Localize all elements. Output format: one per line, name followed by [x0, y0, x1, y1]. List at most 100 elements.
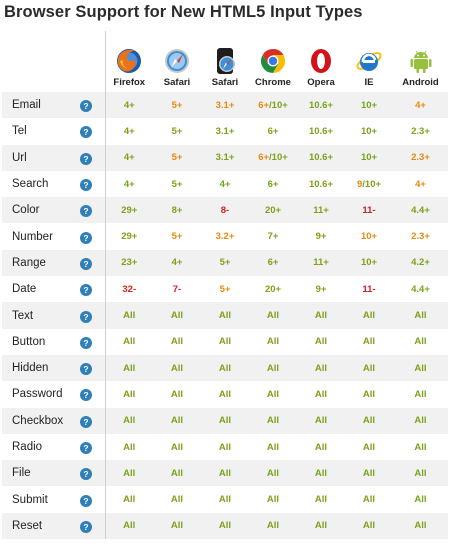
support-value: All [266, 520, 280, 532]
support-cell: All [105, 381, 153, 408]
support-value: All [123, 494, 136, 506]
support-value: All [123, 336, 136, 348]
support-cell: All [153, 407, 201, 434]
help-icon[interactable]: ? [80, 494, 92, 507]
support-cell: 8- [201, 197, 249, 224]
help-icon[interactable]: ? [80, 257, 92, 270]
support-value: All [314, 467, 328, 479]
help-icon[interactable]: ? [80, 415, 92, 428]
support-cell: 9/10+ [345, 170, 393, 198]
support-cell: 23+ [105, 249, 153, 277]
support-cell: 7- [153, 276, 201, 303]
support-value: 4.4+ [411, 204, 430, 216]
support-cell: All [201, 354, 249, 382]
support-cell: All [297, 302, 345, 329]
help-icon[interactable]: ? [80, 442, 92, 454]
table-row: Password? All All All All All All All [2, 381, 448, 408]
support-value: All [170, 441, 184, 453]
support-value: 4+ [415, 178, 426, 190]
browser-col-ie: IE [345, 31, 393, 92]
table-row: Email? 4+ 5+ 3.1+ 6+/10+ 10.6+ 10+ 4+ [2, 92, 448, 119]
help-icon[interactable]: ? [80, 152, 92, 165]
support-value: 3.1+ [215, 152, 235, 164]
support-value: All [123, 362, 136, 374]
browser-col-chrome: Chrome [249, 31, 297, 92]
help-icon[interactable]: ? [80, 468, 92, 481]
support-cell: 10+ [345, 144, 393, 171]
browser-col-android: Android [393, 31, 448, 92]
support-value: All [123, 441, 136, 453]
help-cell: ? [80, 276, 106, 303]
browser-name: Firefox [113, 77, 146, 88]
help-cell: ? [80, 460, 106, 487]
support-value: 8- [220, 204, 230, 216]
support-cell: 6+ [249, 249, 297, 277]
support-value: All [170, 310, 184, 322]
support-value: 11- [362, 283, 376, 295]
support-value: All [362, 467, 376, 479]
support-value: 20+ [264, 204, 282, 216]
support-cell: All [297, 512, 345, 540]
support-value: All [170, 415, 184, 427]
support-cell: All [393, 486, 448, 513]
support-value: All [218, 336, 232, 348]
support-cell: 4.2+ [393, 249, 448, 277]
support-value: 5+ [171, 125, 183, 137]
support-cell: 4+ [201, 170, 249, 198]
support-cell: 10.6+ [297, 170, 345, 198]
support-value: All [414, 310, 427, 322]
help-cell: ? [80, 407, 106, 434]
support-cell: All [297, 433, 345, 461]
help-icon[interactable]: ? [80, 284, 92, 297]
support-value: 2.3+ [411, 152, 430, 164]
support-value: 6+ [258, 152, 270, 164]
support-value: All [170, 362, 184, 374]
support-cell: 9+ [297, 223, 345, 250]
support-value: All [362, 336, 376, 348]
support-value: 4+ [123, 152, 135, 164]
support-cell: All [249, 354, 297, 382]
help-icon[interactable]: ? [80, 231, 92, 244]
support-cell: All [201, 486, 249, 513]
row-label: Url [2, 144, 80, 171]
support-cell: 5+ [153, 92, 201, 119]
support-cell: All [153, 512, 201, 540]
support-cell: All [153, 354, 201, 382]
help-icon[interactable]: ? [80, 100, 92, 113]
support-cell: 5+ [153, 118, 201, 145]
help-cell: ? [80, 354, 106, 382]
support-value: All [266, 336, 280, 348]
help-icon[interactable]: ? [80, 363, 92, 376]
help-icon[interactable]: ? [80, 336, 92, 349]
support-value: All [314, 336, 328, 348]
support-cell: All [105, 512, 153, 540]
help-icon[interactable]: ? [80, 205, 92, 218]
help-icon[interactable]: ? [80, 179, 92, 192]
page-title: Browser Support for New HTML5 Input Type… [4, 3, 363, 21]
support-value: All [170, 520, 184, 532]
help-icon[interactable]: ? [80, 389, 92, 402]
support-value: 10+ [360, 152, 378, 164]
help-icon[interactable]: ? [80, 310, 92, 323]
support-cell: All [249, 460, 297, 487]
support-value: All [314, 388, 328, 400]
browser-name: Safari [163, 77, 191, 88]
support-cell: All [201, 302, 249, 329]
support-value: 4+ [123, 99, 135, 111]
chrome-icon [260, 48, 286, 73]
help-icon[interactable]: ? [80, 126, 92, 139]
support-cell: 10+ [345, 92, 393, 119]
support-value: All [170, 494, 184, 506]
support-value: 5+ [171, 231, 183, 243]
support-cell: All [393, 302, 448, 329]
support-value: All [170, 388, 184, 400]
help-icon[interactable]: ? [80, 520, 92, 533]
support-value: /10+ [362, 178, 382, 190]
support-value: 10+ [360, 257, 378, 269]
support-cell: All [297, 328, 345, 355]
support-value: 20+ [264, 283, 282, 295]
support-cell: 10.6+ [297, 118, 345, 145]
support-value: All [362, 362, 376, 374]
support-value: All [314, 362, 328, 374]
support-value: 10.6+ [308, 152, 334, 164]
